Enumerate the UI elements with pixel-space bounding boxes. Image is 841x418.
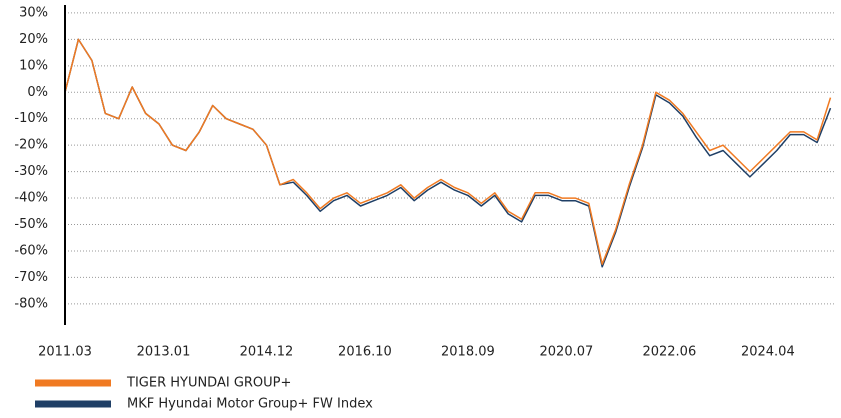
x-tick-label: 2016.10	[338, 345, 392, 360]
legend-label: TIGER HYUNDAI GROUP+	[126, 376, 291, 391]
x-tick-label: 2011.03	[38, 345, 92, 360]
y-tick-label: 30%	[19, 5, 48, 20]
x-tick-label: 2013.01	[137, 345, 191, 360]
series-line	[64, 38, 832, 268]
y-tick-label: -40%	[14, 191, 48, 206]
y-tick-label: -20%	[14, 138, 48, 153]
x-tick-label: 2018.09	[441, 345, 495, 360]
legend-swatch	[35, 400, 111, 408]
y-tick-label: 0%	[27, 85, 48, 100]
y-tick-label: -80%	[14, 296, 48, 311]
y-tick-label: -60%	[14, 243, 48, 258]
y-tick-label: -10%	[14, 111, 48, 126]
y-tick-label: -50%	[14, 217, 48, 232]
series-line	[64, 38, 832, 265]
x-tick-label: 2020.07	[540, 345, 594, 360]
legend-swatch	[35, 379, 111, 387]
x-tick-label: 2014.12	[240, 345, 294, 360]
x-tick-label: 2024.04	[741, 345, 795, 360]
y-tick-label: 10%	[19, 58, 48, 73]
legend-label: MKF Hyundai Motor Group+ FW Index	[127, 397, 373, 412]
x-tick-label: 2022.06	[642, 345, 696, 360]
y-tick-label: 20%	[19, 32, 48, 47]
y-tick-label: -70%	[14, 270, 48, 285]
y-tick-label: -30%	[14, 164, 48, 179]
